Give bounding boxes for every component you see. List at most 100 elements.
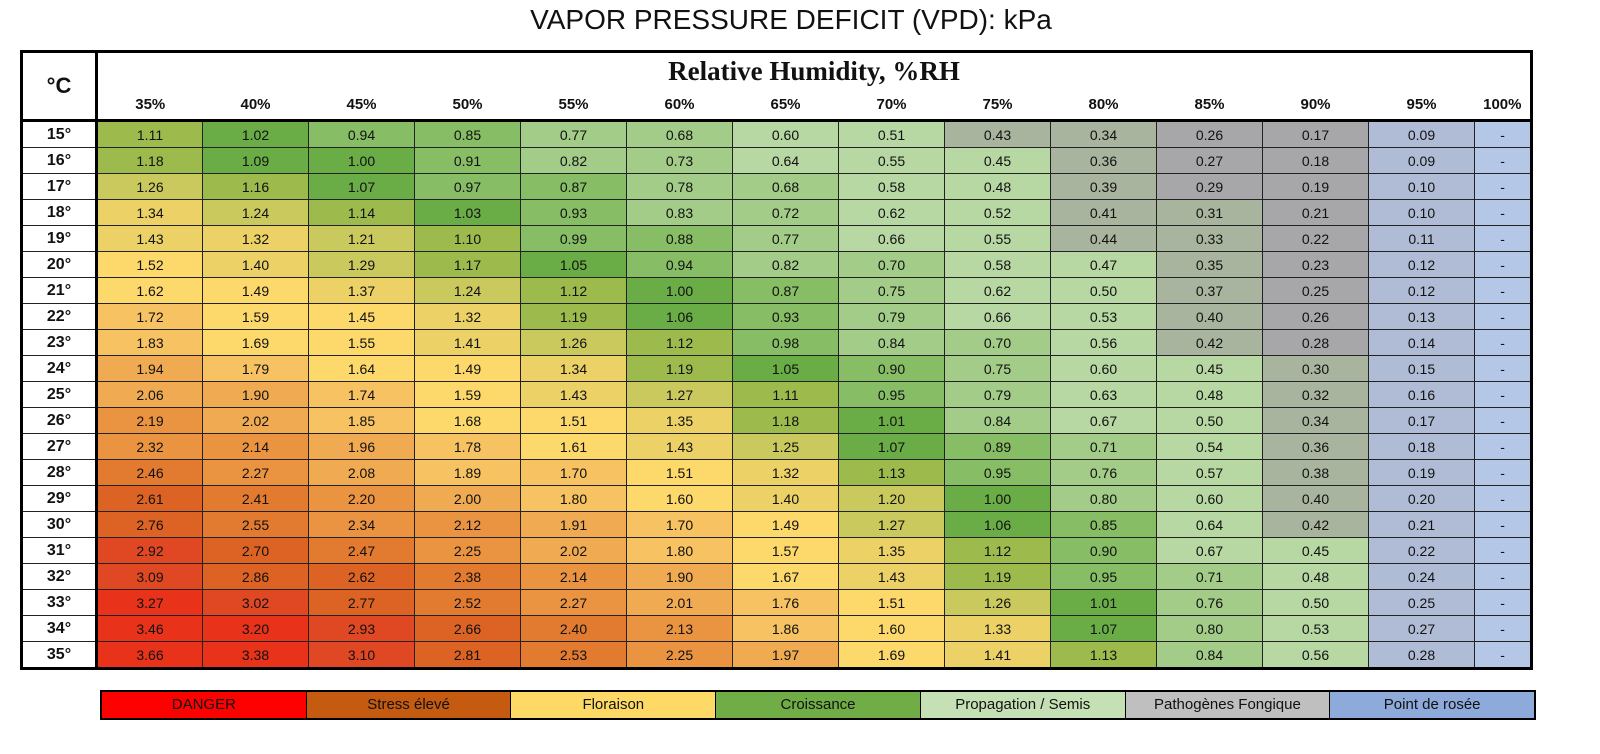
table-row: 24° 1.94 1.79 1.64 1.49 1.34 1.19 1.05 0.90 0.75 0… [21, 355, 1533, 382]
cell: 1.43 [626, 433, 733, 460]
cell: 2.77 [308, 589, 415, 616]
legend-item: Floraison [511, 692, 717, 718]
cell: 1.35 [626, 407, 733, 434]
cell: 0.47 [1050, 251, 1157, 278]
cell: 0.26 [1156, 120, 1263, 148]
cell: 1.33 [944, 615, 1051, 642]
cell: 2.06 [96, 381, 203, 408]
cell: 0.34 [1050, 120, 1157, 148]
table-row: 32° 3.09 2.86 2.62 2.38 2.14 1.90 1.67 1.43 1.19 0… [21, 563, 1533, 590]
cell: 2.25 [626, 641, 733, 669]
cell: 0.15 [1368, 355, 1475, 382]
cell: 1.29 [308, 251, 415, 278]
cell: 1.12 [520, 277, 627, 304]
cell: - [1473, 173, 1533, 200]
cell: 0.94 [626, 251, 733, 278]
table-row: 17° 1.26 1.16 1.07 0.97 0.87 0.78 0.68 0.58 0.48 0… [21, 173, 1533, 200]
row-label: 18° [21, 199, 98, 226]
cell: 0.99 [520, 225, 627, 252]
cell: 1.51 [838, 589, 945, 616]
cell: 0.36 [1050, 147, 1157, 174]
cell: 0.64 [732, 147, 839, 174]
cell: 3.02 [202, 589, 309, 616]
title: VAPOR PRESSURE DEFICIT (VPD): kPa [530, 4, 1052, 35]
cell: 1.67 [732, 563, 839, 590]
cell: 0.27 [1368, 615, 1475, 642]
cell: 0.56 [1050, 329, 1157, 356]
cell: 3.10 [308, 641, 415, 669]
cell: 3.27 [96, 589, 203, 616]
table-row: 33° 3.27 3.02 2.77 2.52 2.27 2.01 1.76 1.51 1.26 1… [21, 589, 1533, 616]
cell: 1.06 [944, 511, 1051, 538]
cell: - [1473, 277, 1533, 304]
cell: 1.80 [626, 537, 733, 564]
row-label: 34° [21, 615, 98, 642]
cell: 0.24 [1368, 563, 1475, 590]
cell: 1.05 [732, 355, 839, 382]
cell: 1.07 [308, 173, 415, 200]
cell: 0.25 [1368, 589, 1475, 616]
cell: 1.72 [96, 303, 203, 330]
cell: 0.58 [944, 251, 1051, 278]
cell: 2.70 [202, 537, 309, 564]
cell: 2.00 [414, 485, 521, 512]
cell: 1.68 [414, 407, 521, 434]
table-row: 30° 2.76 2.55 2.34 2.12 1.91 1.70 1.49 1.27 1.06 0… [21, 511, 1533, 538]
column-header: 80% [1050, 89, 1157, 122]
cell: 0.42 [1262, 511, 1369, 538]
cell: 1.90 [626, 563, 733, 590]
cell: 0.09 [1368, 147, 1475, 174]
cell: 1.43 [838, 563, 945, 590]
cell: 0.40 [1262, 485, 1369, 512]
cell: 0.90 [1050, 537, 1157, 564]
cell: 0.48 [1262, 563, 1369, 590]
cell: 0.45 [1262, 537, 1369, 564]
cell: 1.70 [626, 511, 733, 538]
cell: 1.26 [944, 589, 1051, 616]
cell: 0.16 [1368, 381, 1475, 408]
cell: 0.12 [1368, 251, 1475, 278]
cell: 0.39 [1050, 173, 1157, 200]
cell: 0.35 [1156, 251, 1263, 278]
cell: 2.53 [520, 641, 627, 669]
table-row: 19° 1.43 1.32 1.21 1.10 0.99 0.88 0.77 0.66 0.55 0… [21, 225, 1533, 252]
column-header: 60% [626, 89, 733, 122]
table-row: 29° 2.61 2.41 2.20 2.00 1.80 1.60 1.40 1.20 1.00 0… [21, 485, 1533, 512]
cell: 0.68 [732, 173, 839, 200]
cell: 0.19 [1262, 173, 1369, 200]
cell: - [1473, 329, 1533, 356]
column-header: 40% [202, 89, 309, 122]
cell: 0.79 [944, 381, 1051, 408]
cell: 0.60 [1156, 485, 1263, 512]
table-row: 27° 2.32 2.14 1.96 1.78 1.61 1.43 1.25 1.07 0.89 0… [21, 433, 1533, 460]
cell: 0.54 [1156, 433, 1263, 460]
cell: 1.16 [202, 173, 309, 200]
cell: - [1473, 303, 1533, 330]
column-header: 70% [838, 89, 945, 122]
cell: 0.78 [626, 173, 733, 200]
cell: 1.90 [202, 381, 309, 408]
header-title: Relative Humidity, %RH [95, 51, 1533, 89]
cell: 2.34 [308, 511, 415, 538]
column-header: 95% [1368, 89, 1475, 122]
column-header: 45% [308, 89, 415, 122]
cell: 2.01 [626, 589, 733, 616]
cell: 1.27 [838, 511, 945, 538]
cell: 0.85 [414, 120, 521, 148]
cell: 0.71 [1156, 563, 1263, 590]
column-header: 55% [520, 89, 627, 122]
cell: 0.10 [1368, 173, 1475, 200]
cell: 1.59 [414, 381, 521, 408]
cell: 2.08 [308, 459, 415, 486]
cell: 2.32 [96, 433, 203, 460]
table-row: 34° 3.46 3.20 2.93 2.66 2.40 2.13 1.86 1.60 1.33 1… [21, 615, 1533, 642]
cell: 0.75 [838, 277, 945, 304]
cell: 1.70 [520, 459, 627, 486]
cell: 0.85 [1050, 511, 1157, 538]
cell: 0.56 [1262, 641, 1369, 669]
row-label: 20° [21, 251, 98, 278]
cell: 0.68 [626, 120, 733, 148]
cell: 0.95 [838, 381, 945, 408]
cell: 0.21 [1368, 511, 1475, 538]
